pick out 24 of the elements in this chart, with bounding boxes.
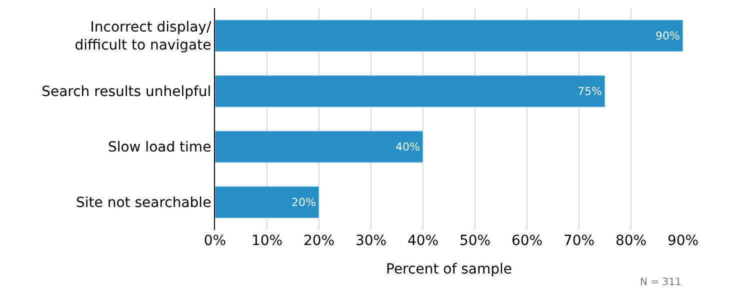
x-tick-label: 70% <box>563 233 595 249</box>
data-label: 20% <box>292 196 316 209</box>
y-tick-label: Slow load time <box>108 140 212 156</box>
x-tick-label: 40% <box>407 233 439 249</box>
bar <box>215 20 683 52</box>
x-axis-title: Percent of sample <box>386 261 512 278</box>
bar <box>215 186 320 218</box>
y-tick-label: Search results unhelpful <box>42 84 212 100</box>
data-label: 40% <box>396 140 420 154</box>
x-tick-label: 50% <box>459 233 491 249</box>
x-tick-label: 80% <box>615 233 647 249</box>
x-tick-label: 0% <box>204 233 226 249</box>
bar <box>215 130 424 163</box>
bar <box>215 75 606 108</box>
x-tick-label: 90% <box>667 233 699 249</box>
data-label: 75% <box>578 84 602 98</box>
y-tick-label: Site not searchable <box>76 195 212 212</box>
x-tick-label: 60% <box>511 233 543 249</box>
x-tick-label: 10% <box>251 233 283 249</box>
x-tick-label: 30% <box>355 233 387 249</box>
data-label: 90% <box>656 29 680 42</box>
y-tick-label: Incorrect display/ difficult to navigate <box>74 20 212 54</box>
text: N = 311 <box>640 277 682 288</box>
x-tick-label: 20% <box>303 233 335 249</box>
